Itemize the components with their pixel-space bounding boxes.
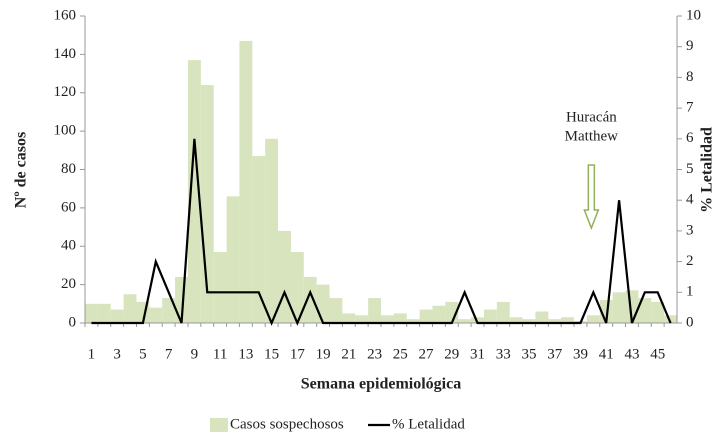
bar (612, 292, 626, 323)
bar (432, 305, 446, 323)
bar (522, 319, 536, 323)
annotation-text: Matthew (565, 128, 618, 144)
x-tick-label: 37 (547, 346, 563, 362)
annotation-arrow (583, 164, 600, 231)
x-axis-title: Semana epidemiológica (301, 376, 461, 393)
x-tick-label: 27 (419, 346, 435, 362)
bar (586, 315, 600, 323)
bar (406, 319, 420, 323)
bar (149, 307, 163, 323)
y2-tick-label: 3 (686, 222, 694, 238)
y-tick-label: 80 (61, 161, 76, 177)
y-tick-label: 120 (54, 84, 77, 100)
x-tick-label: 45 (650, 346, 665, 362)
y-tick-label: 60 (61, 199, 76, 215)
bar (213, 252, 227, 323)
bar (393, 313, 407, 323)
y-tick-label: 0 (69, 314, 77, 330)
x-tick-label: 25 (393, 346, 408, 362)
x-tick-label: 3 (113, 346, 121, 362)
bar (110, 309, 124, 323)
y2-tick-label: 7 (686, 100, 694, 116)
bar (329, 298, 343, 323)
bar (342, 313, 356, 323)
bar (496, 301, 510, 323)
y2-tick-label: 4 (686, 192, 694, 208)
bar (471, 317, 484, 323)
bar (638, 298, 652, 323)
bar (97, 303, 111, 323)
y2-tick-label: 5 (686, 161, 694, 177)
x-tick-label: 1 (88, 346, 96, 362)
bar (123, 294, 137, 323)
bar (226, 196, 240, 323)
bar (239, 40, 253, 323)
bar (535, 311, 549, 323)
legend-label: % Letalidad (392, 416, 465, 432)
bar (355, 315, 369, 323)
x-tick-label: 21 (341, 346, 356, 362)
bar (303, 276, 317, 323)
bar (85, 303, 98, 323)
y-tick-label: 140 (54, 46, 77, 62)
bar (278, 230, 291, 323)
x-tick-label: 13 (238, 346, 253, 362)
x-tick-label: 33 (496, 346, 511, 362)
y2-tick-label: 0 (686, 314, 694, 330)
bar (187, 60, 201, 323)
bar (561, 317, 575, 323)
x-tick-label: 23 (367, 346, 382, 362)
x-tick-label: 29 (444, 346, 459, 362)
y-axis-title: Nº de casos (13, 132, 30, 208)
x-tick-label: 19 (316, 346, 331, 362)
bar (483, 309, 497, 323)
bar (381, 315, 394, 323)
x-tick-label: 15 (264, 346, 279, 362)
y2-tick-label: 1 (686, 284, 694, 300)
x-tick-label: 17 (290, 346, 306, 362)
y-tick-label: 20 (61, 276, 76, 292)
y2-tick-label: 9 (686, 38, 694, 54)
x-tick-label: 5 (139, 346, 147, 362)
bar (509, 317, 523, 323)
bar (252, 156, 266, 323)
bar (651, 301, 665, 323)
bar (368, 298, 381, 323)
x-tick-label: 9 (191, 346, 199, 362)
legend-label: Casos sospechosos (230, 416, 344, 432)
y-tick-label: 160 (54, 7, 77, 23)
y2-tick-label: 2 (686, 253, 694, 269)
x-tick-label: 43 (624, 346, 639, 362)
bar (162, 298, 176, 323)
bar (290, 252, 304, 323)
bar (265, 138, 279, 323)
bar (664, 315, 677, 323)
annotation-text: Huracán (566, 109, 617, 125)
y2-tick-label: 6 (686, 130, 694, 146)
y2-tick-label: 10 (686, 7, 701, 23)
y-tick-label: 100 (54, 123, 77, 139)
x-tick-label: 31 (470, 346, 485, 362)
x-tick-label: 35 (522, 346, 537, 362)
line (91, 138, 672, 326)
x-tick-label: 11 (213, 346, 227, 362)
legend-swatch (210, 418, 228, 432)
bar (458, 319, 472, 323)
bar (548, 319, 562, 323)
x-tick-label: 41 (599, 346, 614, 362)
bar (316, 284, 330, 323)
y-tick-label: 40 (61, 238, 76, 254)
y2-axis-title: % Letalidad (699, 127, 716, 213)
bar (419, 309, 433, 323)
x-tick-label: 7 (165, 346, 173, 362)
x-tick-label: 39 (573, 346, 588, 362)
y2-tick-label: 8 (686, 69, 694, 85)
